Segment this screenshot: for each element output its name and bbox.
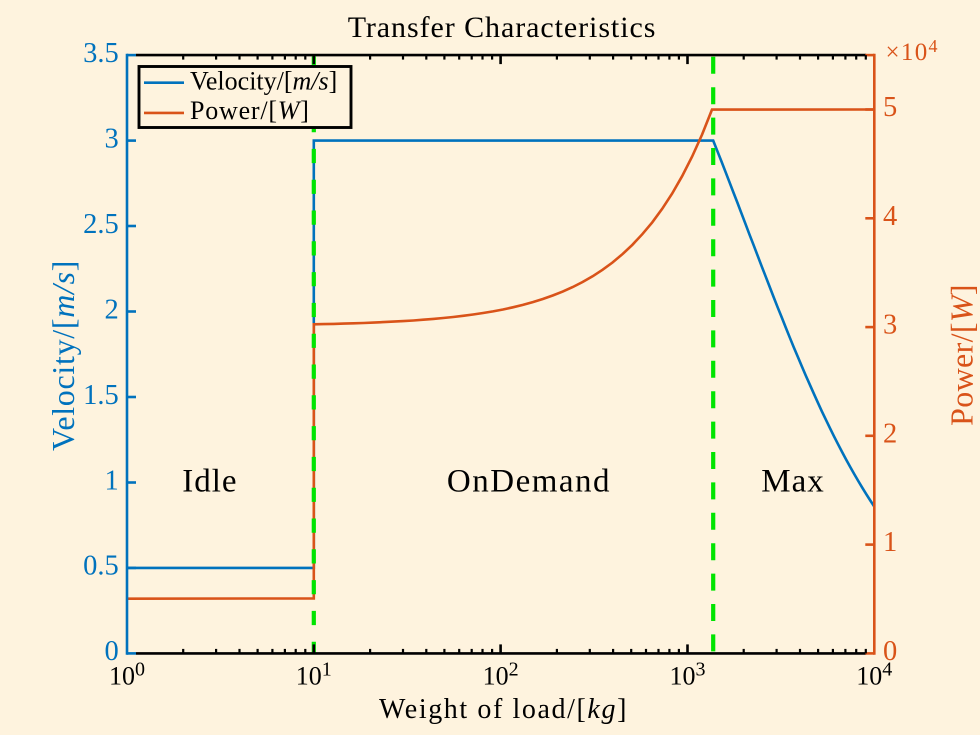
svg-text:Velocity/[m/s]: Velocity/[m/s] — [190, 67, 337, 96]
svg-text:Weight of load/[kg]: Weight of load/[kg] — [379, 694, 628, 725]
svg-text:Max: Max — [761, 464, 825, 500]
svg-text:0: 0 — [104, 636, 118, 667]
svg-text:Idle: Idle — [182, 463, 237, 499]
svg-text:0.5: 0.5 — [83, 551, 119, 582]
svg-text:2.5: 2.5 — [83, 209, 119, 240]
svg-text:Velocity/[m/s]: Velocity/[m/s] — [45, 260, 81, 451]
svg-text:3: 3 — [883, 310, 897, 341]
svg-text:Power/[W]: Power/[W] — [190, 96, 310, 125]
svg-text:Power/[W]: Power/[W] — [944, 284, 980, 426]
svg-text:3: 3 — [104, 123, 118, 154]
svg-text:1.5: 1.5 — [83, 380, 119, 411]
svg-text:Transfer Characteristics: Transfer Characteristics — [348, 11, 657, 44]
svg-text:2: 2 — [104, 294, 118, 325]
svg-text:5: 5 — [883, 92, 897, 123]
svg-text:4: 4 — [883, 201, 897, 232]
svg-text:OnDemand: OnDemand — [447, 464, 611, 500]
svg-text:3.5: 3.5 — [83, 38, 119, 69]
svg-text:2: 2 — [883, 418, 897, 449]
svg-text:0: 0 — [883, 636, 897, 667]
svg-text:1: 1 — [883, 527, 897, 558]
svg-text:1: 1 — [104, 465, 118, 496]
